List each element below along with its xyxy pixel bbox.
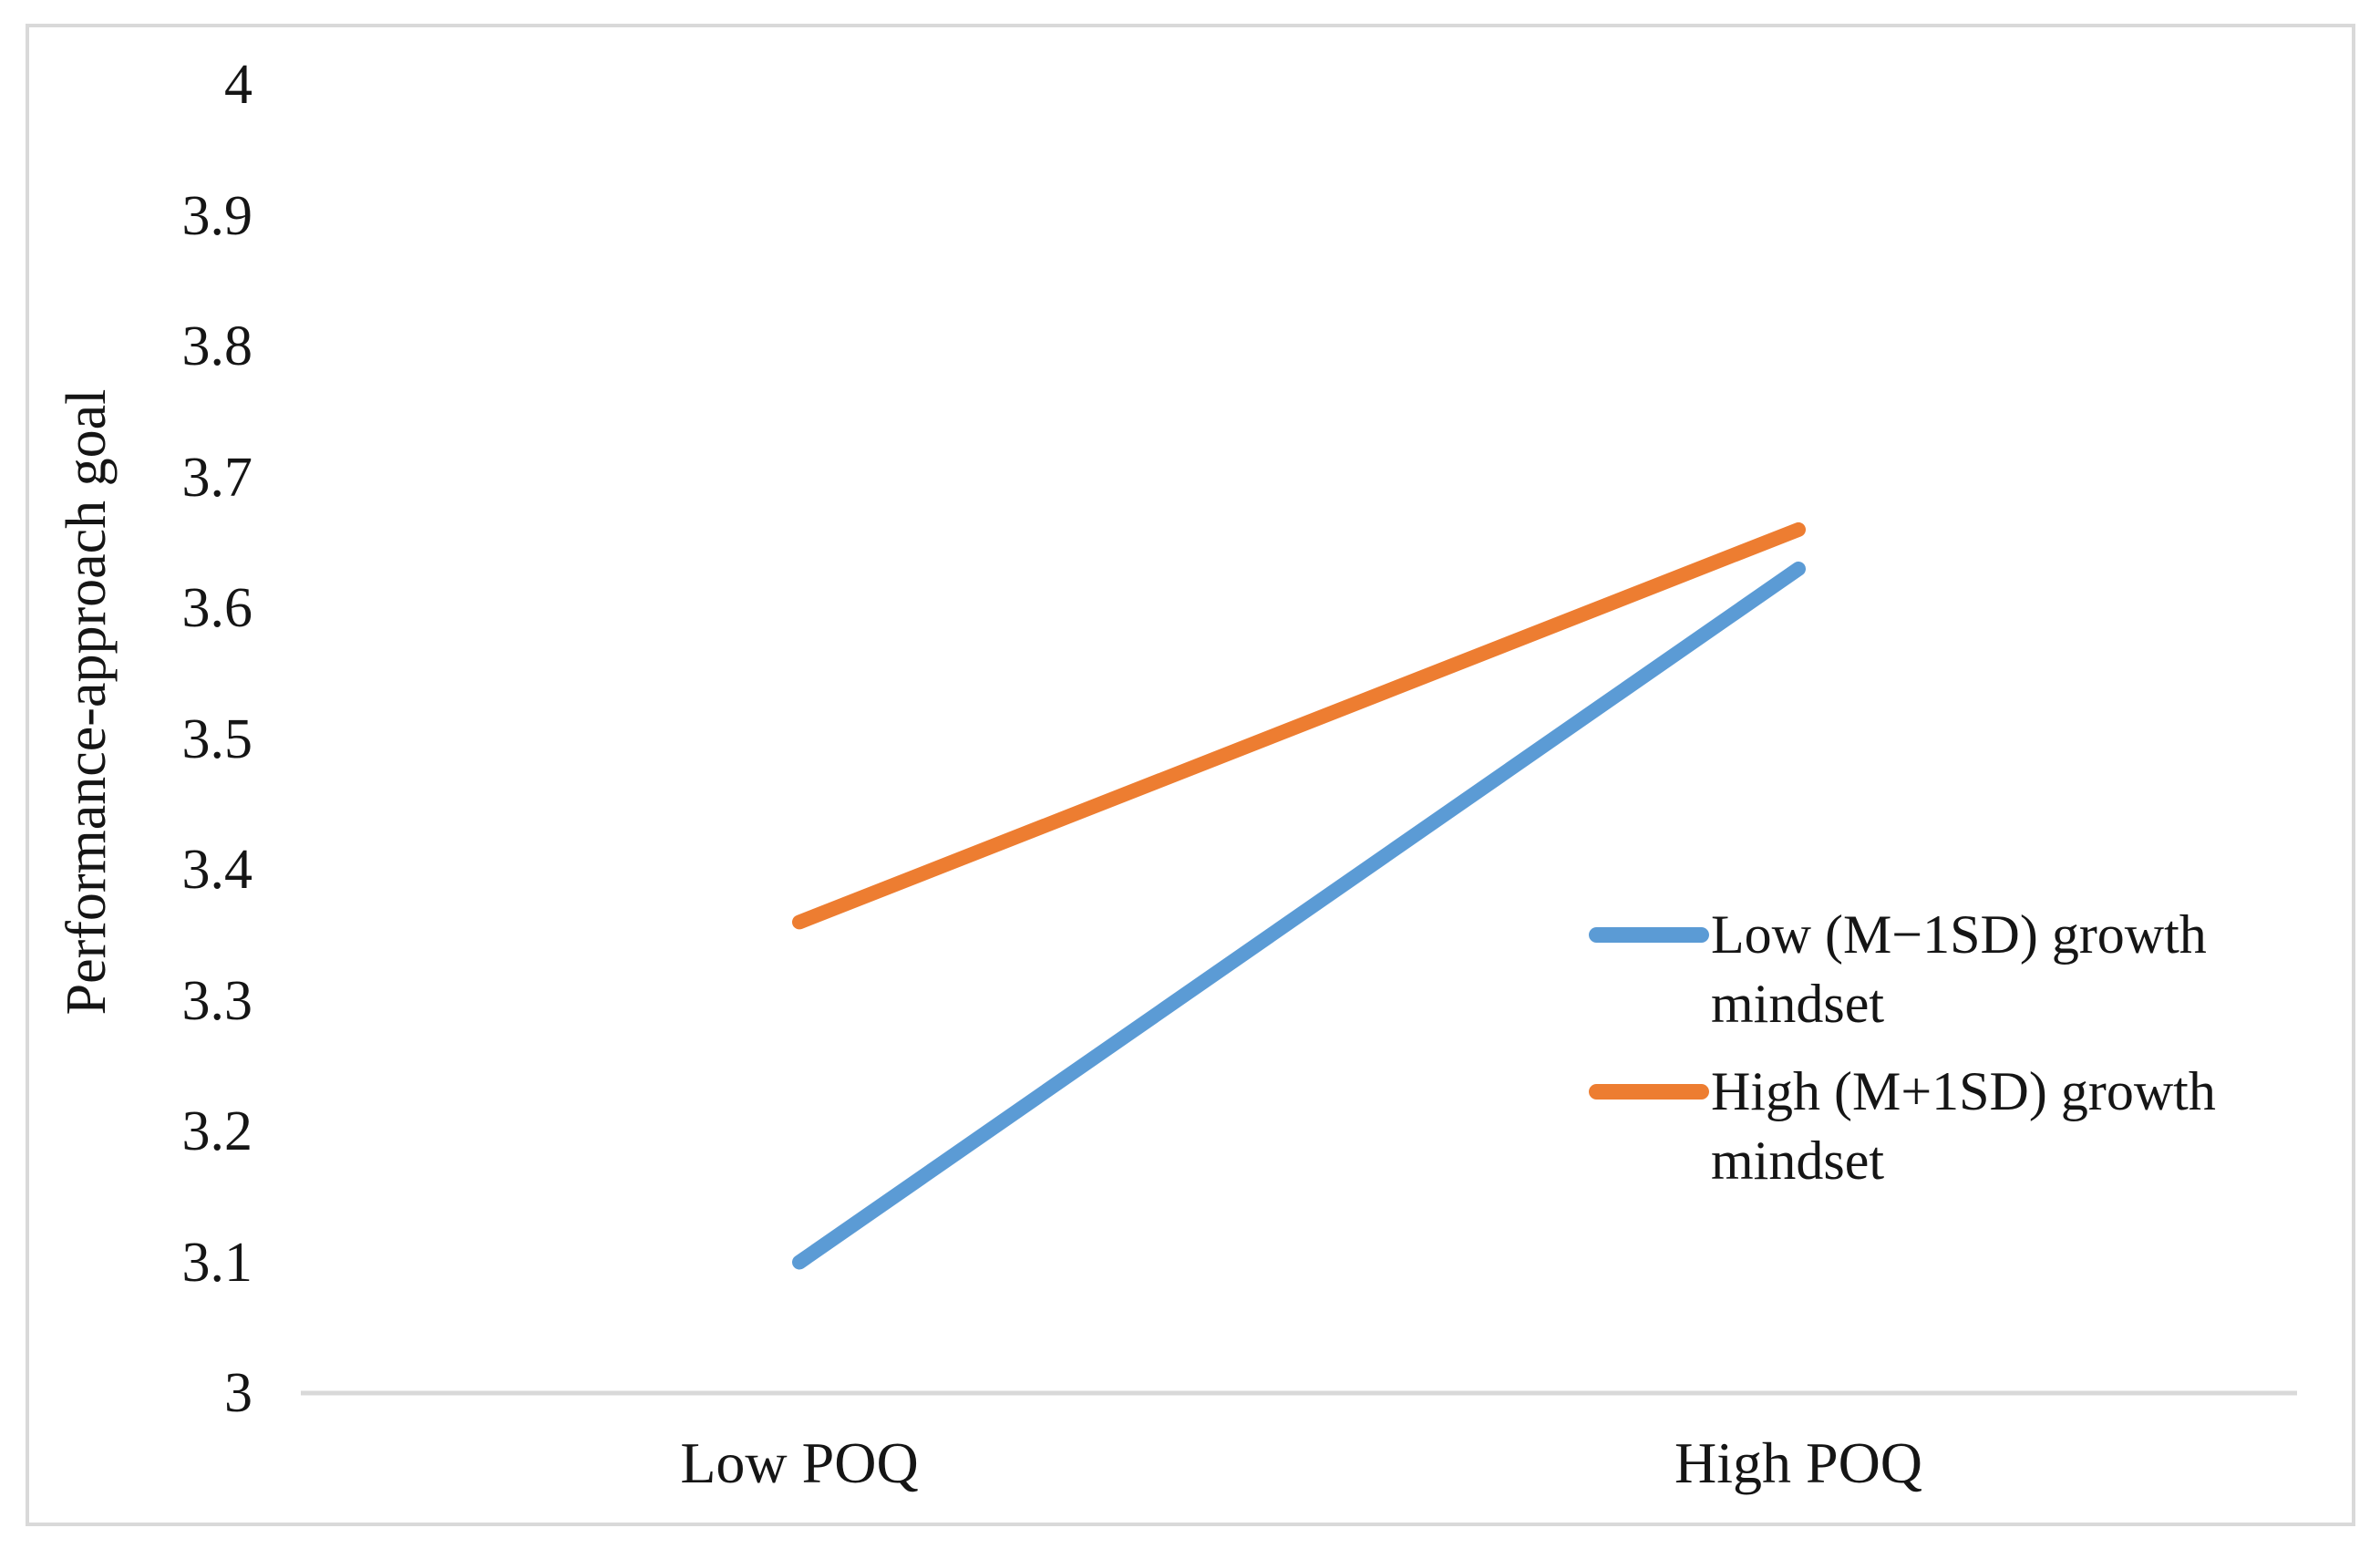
y-tick-label-3: 3 [224,1362,252,1424]
y-tick-label-3.2: 3.2 [181,1100,253,1162]
y-tick-label-3.7: 3.7 [181,446,253,509]
y-tick-label-3.9: 3.9 [181,184,253,247]
y-tick-label-4: 4 [224,54,252,116]
x-axis-label-low-poq: Low POQ [680,1430,919,1495]
y-tick-label-3.4: 3.4 [181,839,253,901]
series-line-high-growth-mindset [792,521,1806,930]
y-axis-title: Performance-approach goal [56,388,118,1016]
x-axis-label-high-poq: High POQ [1674,1430,1923,1495]
y-tick-label-3.1: 3.1 [181,1231,253,1294]
series-line-low-growth-mindset [792,561,1806,1270]
legend-label-high-growth-mindset: High (M+1SD) growth mindset [1711,1061,2216,1191]
legend-label-low-growth-mindset: Low (M−1SD) growth mindset [1711,904,2207,1034]
legend-swatch-high-growth-mindset [1589,1084,1709,1100]
y-tick-label-3.5: 3.5 [181,707,253,770]
legend-swatch-low-growth-mindset [1589,927,1709,943]
y-tick-label-3.3: 3.3 [181,969,253,1032]
y-tick-label-3.6: 3.6 [181,577,253,639]
y-tick-label-3.8: 3.8 [181,315,253,377]
